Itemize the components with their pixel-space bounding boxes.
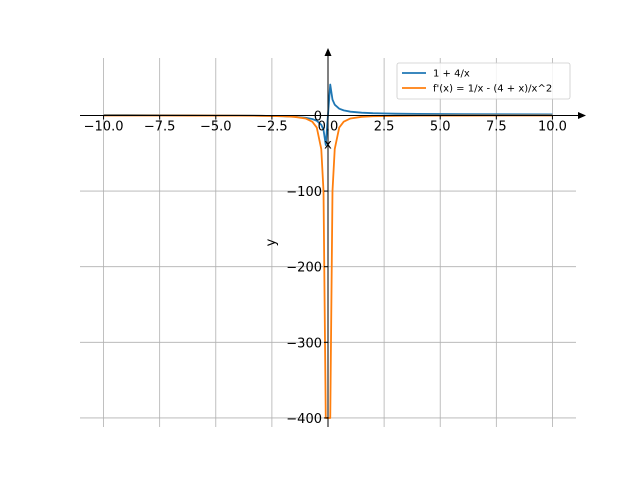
x-tick-label: 0.0 <box>318 119 339 134</box>
y-axis-arrow-icon <box>324 48 332 56</box>
x-tick-label: 5.0 <box>430 119 451 134</box>
x-tick-label: −2.5 <box>256 119 288 134</box>
x-tick-label: 10.0 <box>538 119 567 134</box>
x-axis-label: x <box>324 137 332 152</box>
y-tick-label: −200 <box>286 261 322 276</box>
x-axis-arrow-icon <box>578 111 586 119</box>
x-tick-label: 2.5 <box>374 119 395 134</box>
y-tick-label: 0 <box>314 109 322 124</box>
x-tick-label: 7.5 <box>486 119 507 134</box>
legend-box <box>396 62 571 100</box>
y-tick-label: −100 <box>286 185 322 200</box>
x-tick-label: −5.0 <box>200 119 232 134</box>
y-axis-label: y <box>264 238 279 246</box>
x-tick-label: −10.0 <box>84 119 124 134</box>
legend-entry-label: f'(x) = 1/x - (4 + x)/x^2 <box>433 84 552 95</box>
legend: 1 + 4/x f'(x) = 1/x - (4 + x)/x^2 <box>396 62 571 100</box>
legend-entry-label: 1 + 4/x <box>433 69 470 80</box>
y-tick-label: −400 <box>286 412 322 427</box>
y-tick-label: −300 <box>286 336 322 351</box>
x-tick-label: −7.5 <box>144 119 176 134</box>
tick-labels: −10.0 −7.5 −5.0 −2.5 0.0 2.5 5.0 7.5 10.0 0 −100 −2… <box>84 109 567 426</box>
